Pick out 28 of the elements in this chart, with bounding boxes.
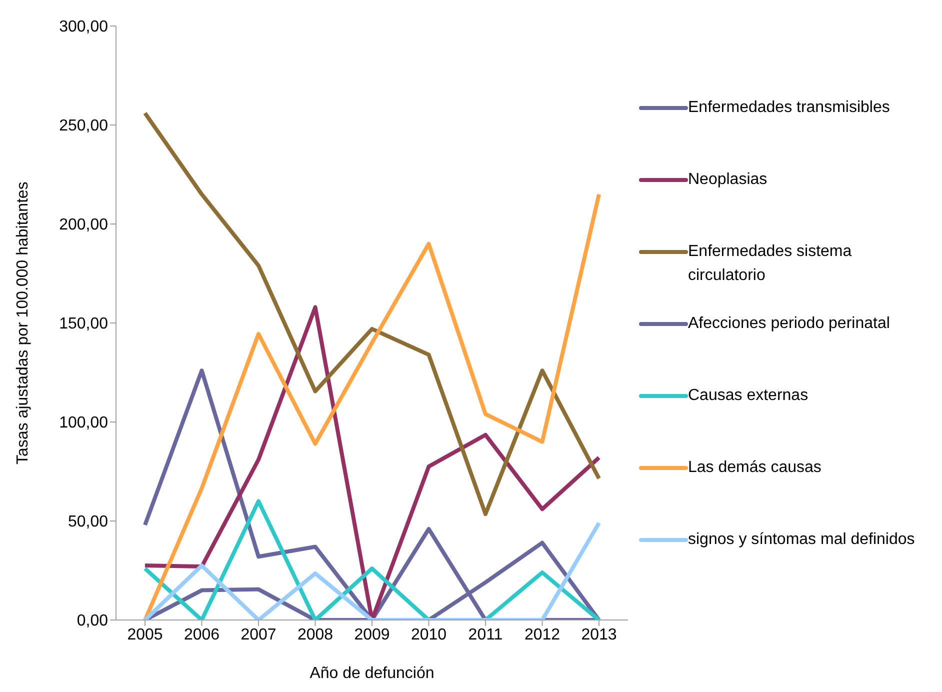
legend-label: signos y síntomas mal definidos [688,530,916,550]
x-axis-title: Año de defunción [310,665,434,682]
legend-label: Enfermedades transmisibles [688,98,891,118]
x-tick-label: 2013 [581,626,617,644]
x-tick-label: 2012 [524,626,560,644]
x-tick-label: 2009 [354,626,390,644]
y-tick-label: 250,00 [59,118,108,135]
x-tick-label: 2010 [410,626,447,644]
x-tick-label: 2006 [184,626,220,644]
x-tick-label: 2008 [297,626,334,644]
y-tick-label: 200,00 [59,216,108,234]
y-tick-label: 150,00 [59,316,108,333]
legend-label: Causas externas [688,386,810,406]
legend-label: Enfermedades sistema circulatorio [688,242,853,286]
legend-label: Las demás causas [688,458,822,478]
y-tick-label: 100,00 [59,414,108,432]
x-tick-label: 2005 [127,626,163,644]
legend-label: Afecciones periodo perinatal [688,314,891,334]
x-tick-label: 2011 [468,626,503,644]
line-series [143,111,601,516]
x-tick-label: 2007 [240,626,276,644]
line-series [143,305,601,620]
legend-label: Neoplasias [688,170,768,190]
y-axis-title: Tasas ajustadas por 100.000 habitantes [14,182,32,464]
y-tick-label: 0,00 [76,612,108,630]
y-tick-label: 300,00 [59,18,108,36]
line-series [143,192,601,620]
y-tick-label: 50,00 [68,514,108,531]
